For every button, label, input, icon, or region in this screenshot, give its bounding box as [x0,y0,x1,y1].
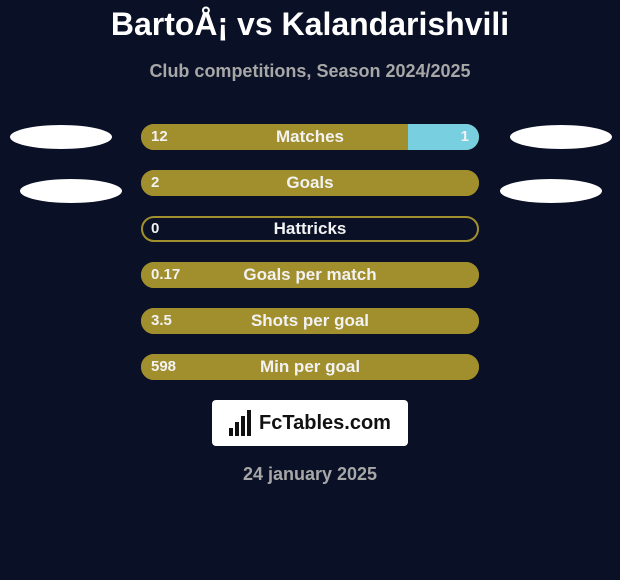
left-value: 598 [151,354,176,380]
stat-row: Matches121 [141,124,479,150]
page-title: BartoÅ¡ vs Kalandarishvili [0,0,620,43]
stat-row: Goals2 [141,170,479,196]
stats-bars: Matches121Goals2Hattricks0Goals per matc… [0,124,620,380]
team-badge-placeholder [10,125,112,149]
stat-row: Min per goal598 [141,354,479,380]
logo: FcTables.com [229,410,391,436]
bar-track [141,216,479,242]
bar-left-fill [141,170,479,196]
logo-text: FcTables.com [259,412,391,435]
subtitle: Club competitions, Season 2024/2025 [0,61,620,82]
bar-left-fill [141,308,479,334]
left-value: 12 [151,124,168,150]
left-value: 0.17 [151,262,180,288]
stat-row: Shots per goal3.5 [141,308,479,334]
date-label: 24 january 2025 [0,464,620,485]
left-value: 3.5 [151,308,172,334]
logo-box: FcTables.com [212,400,408,446]
left-value: 0 [151,216,159,242]
right-value: 1 [461,124,469,150]
bar-chart-icon [229,410,253,436]
bar-left-fill [141,124,408,150]
team-badge-placeholder [510,125,612,149]
bar-left-fill [141,262,479,288]
team-badge-placeholder [500,179,602,203]
stat-row: Goals per match0.17 [141,262,479,288]
left-value: 2 [151,170,159,196]
comparison-card: BartoÅ¡ vs Kalandarishvili Club competit… [0,0,620,580]
stat-row: Hattricks0 [141,216,479,242]
team-badge-placeholder [20,179,122,203]
bar-left-fill [141,354,479,380]
